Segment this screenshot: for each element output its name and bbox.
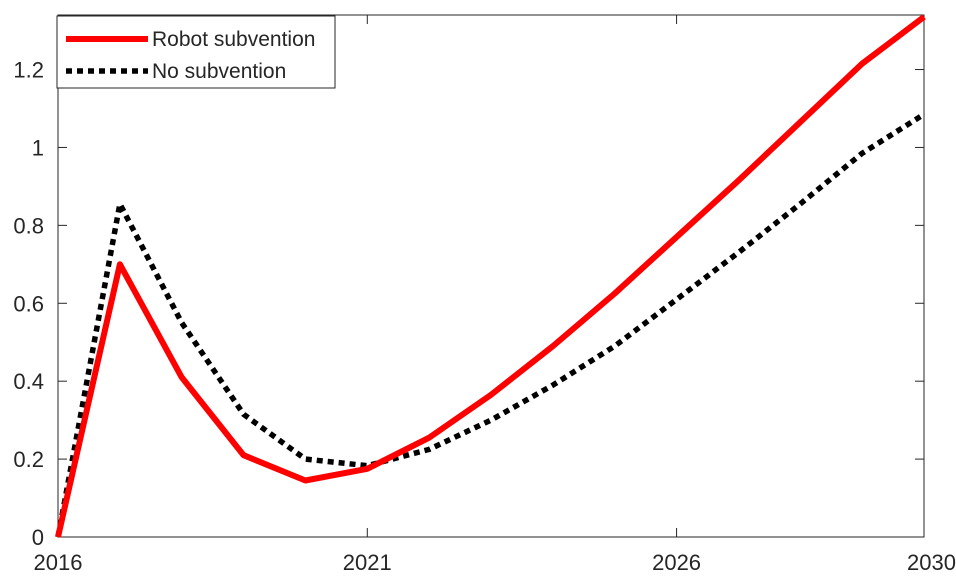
y-tick-label: 0.4 [13,369,44,394]
axes: 2016 2021 2026 2030 0 0.2 0.4 0.6 0.8 1 1.2 [13,14,956,575]
x-tick-label: 2021 [343,550,392,575]
legend-label-no-subvention: No subvention [152,60,286,83]
series-lines [55,14,926,538]
legend-label-robot-subvention: Robot subvention [152,28,315,51]
legend: Robot subvention No subvention [56,15,336,89]
x-tick-label: 2030 [907,550,956,575]
series-line-no-subvention [55,111,926,538]
x-tick-label: 2026 [652,550,701,575]
y-tick-label: 0.8 [13,213,44,238]
series-line-robot-subvention [55,14,926,538]
plot-frame [57,14,925,538]
y-tick-label: 1.2 [13,58,44,83]
x-tick-label: 2016 [34,550,83,575]
y-tick-label: 0.2 [13,447,44,472]
y-tick-label: 1 [32,135,44,160]
y-tick-label: 0 [32,525,44,550]
legend-box [56,15,336,89]
y-tick-label: 0.6 [13,291,44,316]
